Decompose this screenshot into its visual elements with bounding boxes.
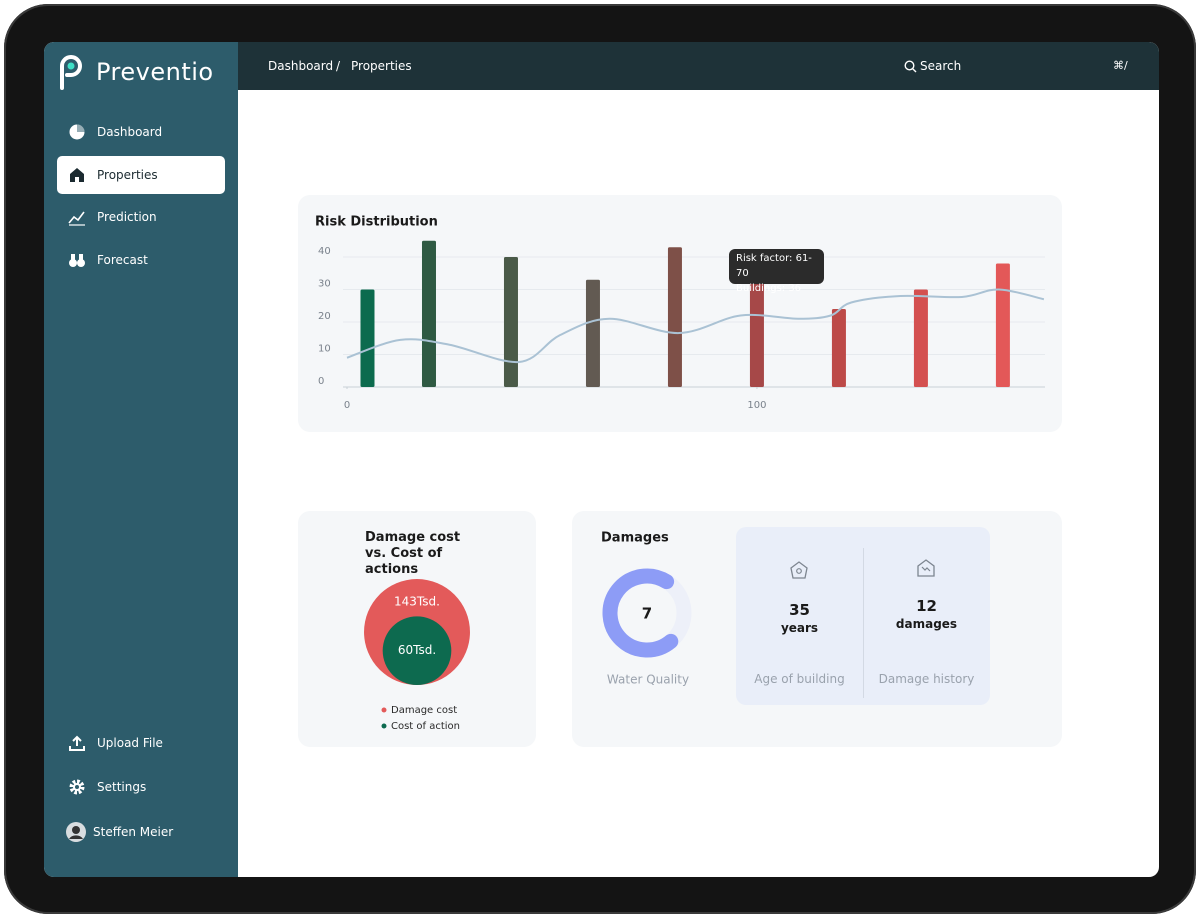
stat-value: 12 — [916, 597, 937, 615]
nav-label: Settings — [97, 780, 147, 794]
breadcrumb-separator: / — [336, 59, 341, 73]
nav-item[interactable]: Prediction — [57, 198, 225, 236]
nav-label: Upload File — [97, 736, 163, 750]
stat-unit: damages — [895, 617, 958, 631]
nav-item[interactable]: Upload File — [57, 724, 225, 762]
nav-label: Properties — [97, 167, 158, 182]
nav-icon — [68, 211, 85, 226]
top-bar — [238, 42, 1159, 90]
chart-title: Damage cost vs. Cost of actions — [365, 530, 461, 577]
stat: 12 damages Damage history — [863, 527, 990, 705]
search-shortcut: ⌘/ — [1113, 59, 1128, 72]
stat-label: Age of building — [754, 672, 845, 686]
breadcrumb-item[interactable]: Properties — [351, 59, 412, 73]
tooltip-line: Risk factor: 61-70 — [736, 253, 812, 279]
nav-icon — [69, 124, 85, 140]
nav-label: Forecast — [97, 252, 148, 267]
stat-value: 35 — [789, 601, 810, 619]
logo-icon — [60, 55, 82, 90]
stats-panel: 35 years Age of building 12 damages Dama… — [736, 527, 990, 705]
nav-item[interactable]: Forecast — [57, 241, 225, 279]
nav-item[interactable]: Settings — [57, 768, 225, 806]
stat-label: Damage history — [878, 672, 975, 686]
risk-card — [298, 195, 1062, 432]
nav-icon — [69, 735, 85, 751]
nav-label: Dashboard — [97, 125, 163, 139]
nav-label: Prediction — [97, 210, 157, 224]
nav-item[interactable]: Dashboard — [57, 113, 225, 151]
stat-unit: years — [780, 621, 819, 635]
house-icon — [917, 559, 935, 577]
nav-icon — [69, 253, 85, 267]
breadcrumb-item[interactable]: Dashboard — [268, 59, 334, 73]
search-icon — [904, 60, 917, 73]
search[interactable]: Search — [920, 59, 962, 73]
divider — [863, 548, 864, 698]
avatar — [66, 822, 86, 842]
user[interactable]: Steffen Meier — [57, 813, 225, 851]
tooltip: Risk factor: 61-70 Buildings: 36 — [729, 249, 824, 294]
nav-item[interactable]: Properties — [57, 155, 225, 194]
house-icon — [790, 561, 808, 579]
tooltip-line: Buildings: 36 — [736, 283, 802, 294]
nav-icon — [70, 167, 84, 182]
user-name: Steffen Meier — [93, 825, 174, 839]
brand: Preventio — [96, 58, 214, 86]
stat: 35 years Age of building — [736, 527, 863, 705]
nav-icon — [69, 779, 85, 795]
